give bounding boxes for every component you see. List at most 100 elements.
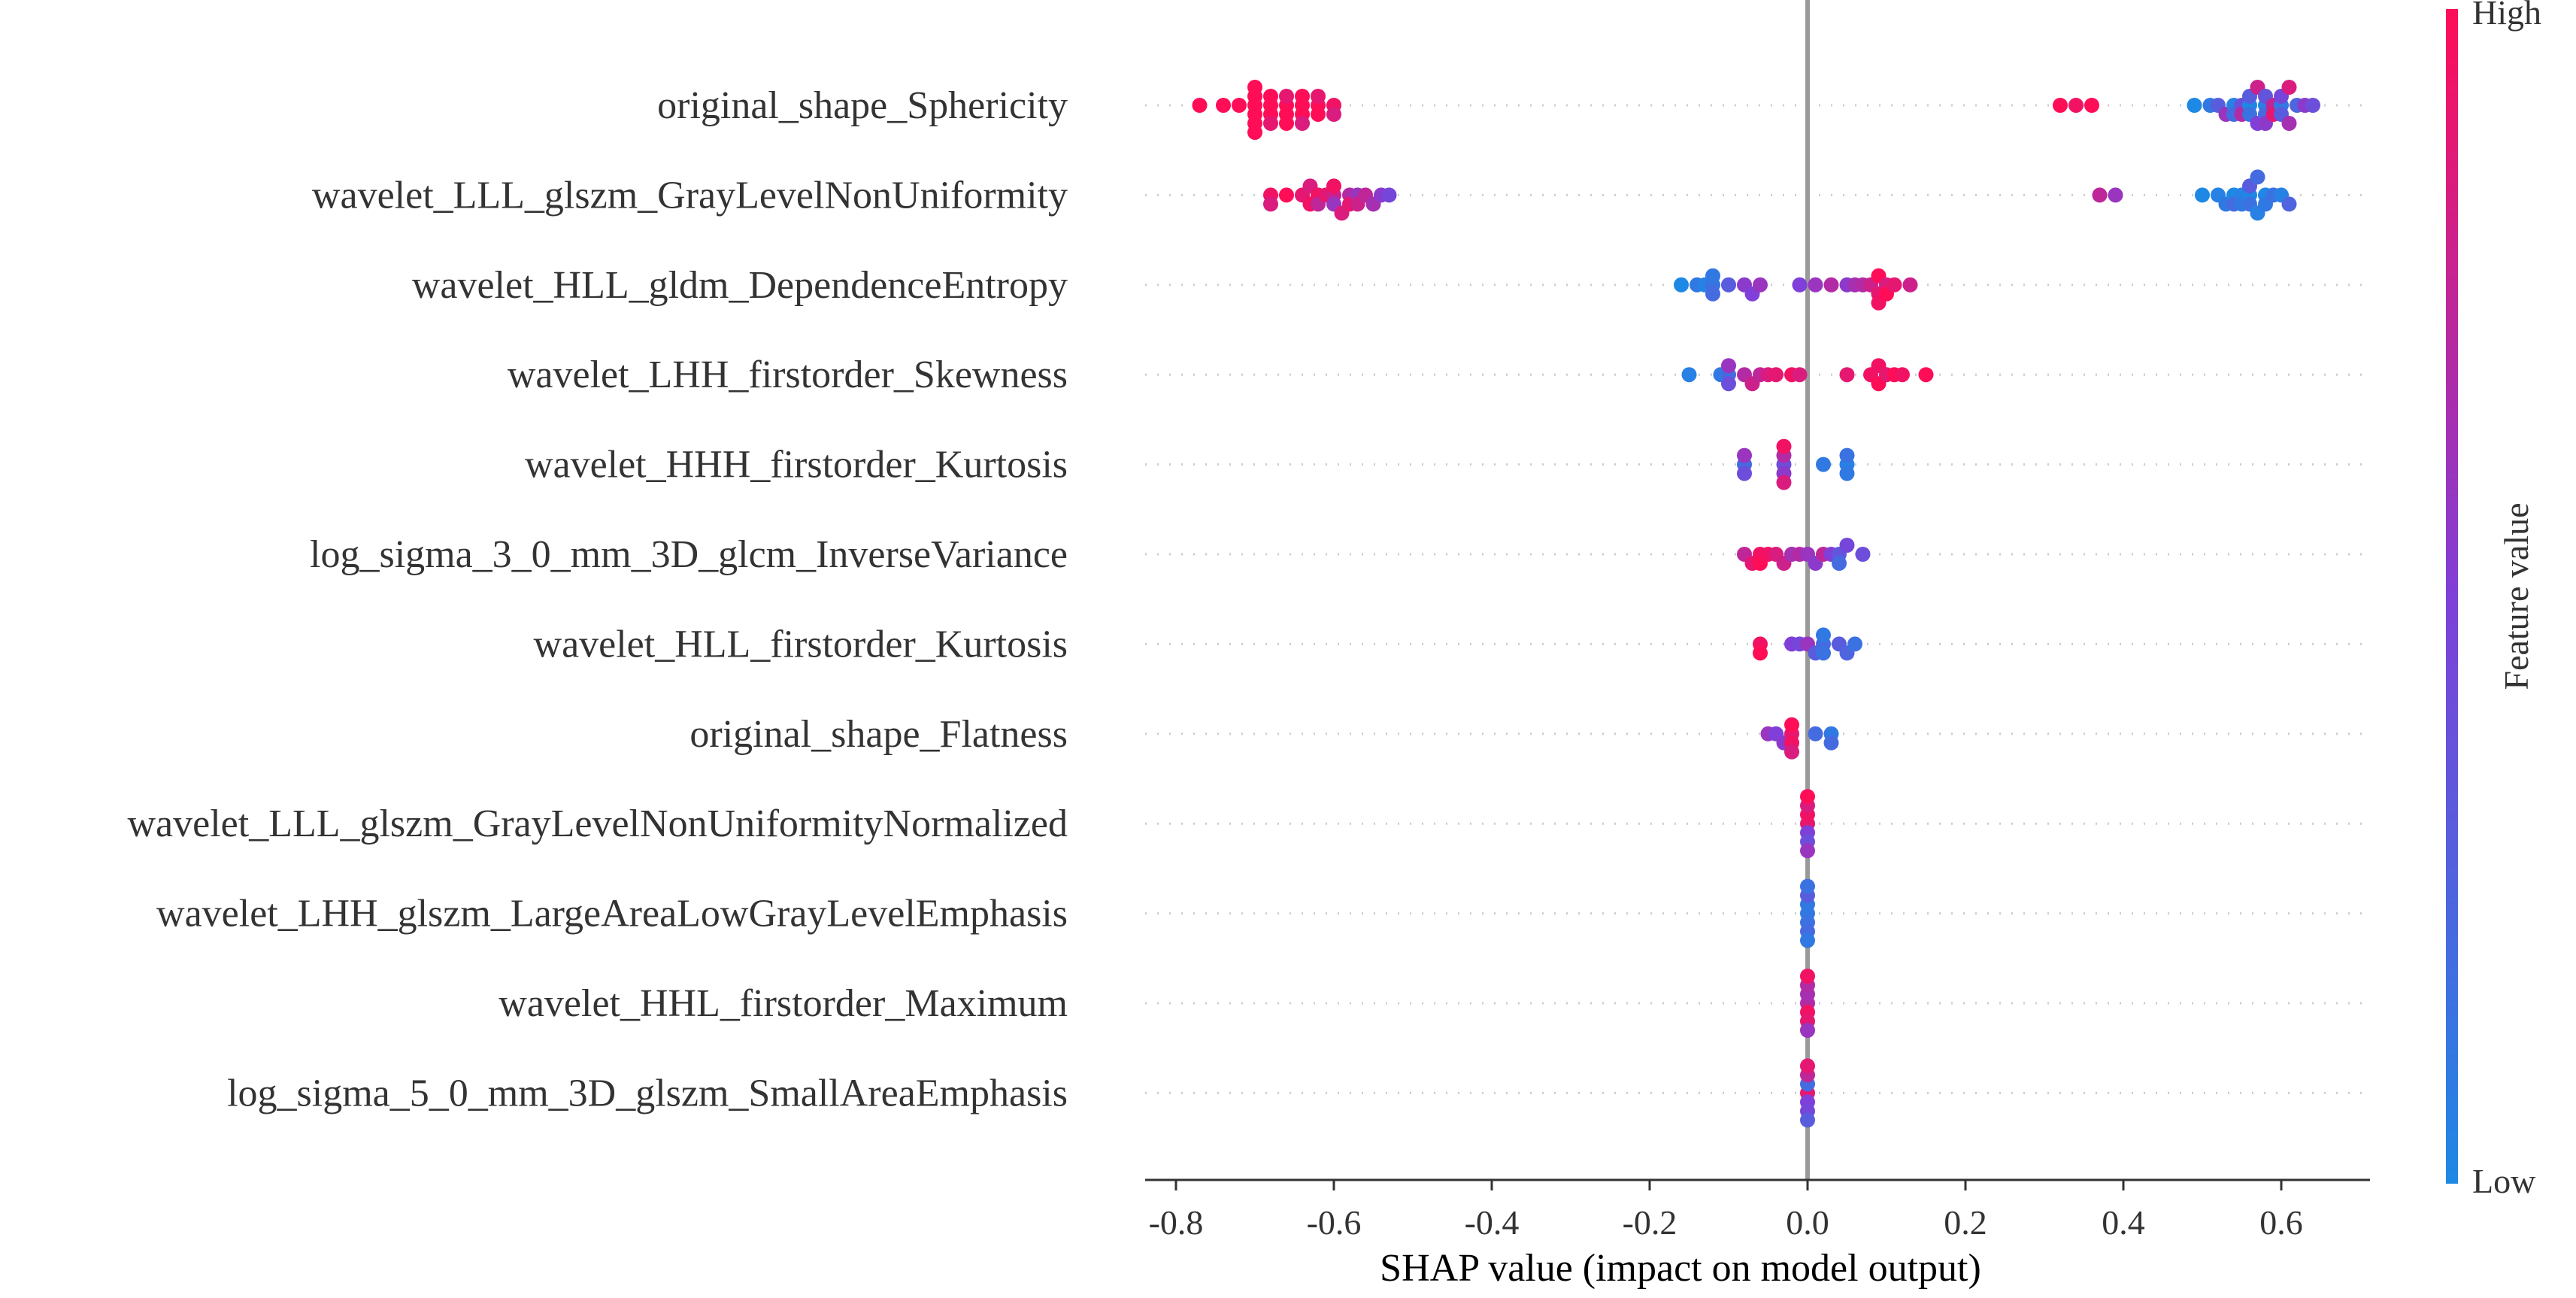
shap-point [2250, 169, 2265, 185]
shap-point [1279, 187, 1294, 203]
x-axis: -0.8 -0.6 -0.4 -0.2 0.0 0.2 0.4 0.6 [1145, 1178, 2370, 1242]
shap-point [1776, 475, 1792, 490]
shap-point [1216, 98, 1231, 113]
shap-point [1247, 80, 1262, 95]
shap-point [1326, 107, 1341, 122]
shap-point [1721, 277, 1736, 293]
feature-label: wavelet_LHH_glszm_LargeAreaLowGrayLevelE… [156, 893, 1068, 936]
colorbar-title: Feature value [2497, 502, 2535, 690]
shap-point [1705, 286, 1720, 302]
shap-point [2195, 187, 2210, 203]
row-gridlines [1145, 104, 2370, 1094]
shap-point [1768, 367, 1784, 383]
colorbar-low-label: Low [2472, 1162, 2536, 1200]
shap-point [1263, 196, 1278, 212]
shap-point [1295, 116, 1310, 131]
shap-point [1792, 277, 1808, 293]
shap-point [1263, 116, 1278, 131]
shap-point [2281, 80, 2297, 95]
shap-point [1823, 735, 1839, 751]
shap-point [1839, 447, 1855, 463]
shap-point [2053, 98, 2068, 113]
feature-label: wavelet_HLL_gldm_DependenceEntropy [412, 264, 1068, 307]
shap-point [1887, 277, 1902, 293]
shap-point [2187, 98, 2202, 113]
shap-point [1839, 466, 1855, 481]
shap-point [1263, 89, 1278, 104]
shap-point [2108, 187, 2123, 203]
x-tick-label: 0.2 [1944, 1203, 1987, 1242]
shap-point [2068, 98, 2084, 113]
shap-point [1737, 466, 1752, 481]
x-axis-title: SHAP value (impact on model output) [1380, 1247, 1981, 1290]
x-tick-label: -0.6 [1307, 1203, 1362, 1242]
feature-label: wavelet_LLL_glszm_GrayLevelNonUniformity [312, 174, 1068, 217]
beeswarm-points [1192, 80, 2320, 1128]
shap-point [1800, 933, 1815, 948]
x-tick-label: 0.4 [2102, 1203, 2145, 1242]
shap-point [1800, 1023, 1815, 1038]
shap-point [1847, 636, 1862, 652]
colorbar-gradient [2446, 9, 2458, 1184]
shap-point [2281, 196, 2297, 212]
shap-point [1737, 447, 1752, 463]
shap-point [1855, 547, 1871, 562]
shap-point [1784, 717, 1799, 732]
shap-point [1800, 1112, 1815, 1128]
shap-point [1816, 456, 1831, 472]
shap-point [1800, 1058, 1815, 1074]
shap-point [1674, 277, 1689, 293]
shap-point [1279, 116, 1294, 131]
x-tick-label: 0.0 [1786, 1203, 1829, 1242]
feature-label: wavelet_HHH_firstorder_Kurtosis [525, 444, 1068, 487]
shap-point [1279, 89, 1294, 104]
shap-point [1839, 367, 1855, 383]
shap-point [1816, 627, 1831, 643]
shap-point [1784, 744, 1799, 760]
shap-point [1721, 376, 1736, 392]
shap-point [1247, 125, 1262, 140]
shap-point [2305, 98, 2320, 113]
shap-point [1918, 367, 1934, 383]
shap-point [1776, 438, 1792, 454]
x-tick-label: -0.4 [1465, 1203, 1520, 1242]
shap-point [1902, 277, 1918, 293]
shap-point [2092, 187, 2108, 203]
x-tick-label: -0.8 [1149, 1203, 1204, 1242]
shap-point [1808, 277, 1823, 293]
shap-point [2281, 116, 2297, 131]
feature-label: wavelet_LLL_glszm_GrayLevelNonUniformity… [128, 802, 1068, 845]
shap-point [1311, 107, 1326, 122]
shap-point [1800, 843, 1815, 859]
shap-point [2084, 98, 2099, 113]
x-tick-label: 0.6 [2259, 1203, 2303, 1242]
feature-label: log_sigma_5_0_mm_3D_glszm_SmallAreaEmpha… [227, 1072, 1068, 1115]
shap-point [1232, 98, 1247, 113]
shap-point [1753, 277, 1768, 293]
shap-point [1326, 178, 1341, 194]
shap-point [1753, 645, 1768, 661]
shap-point [1295, 89, 1310, 104]
shap-point [1839, 538, 1855, 553]
shap-point [1800, 969, 1815, 984]
colorbar-high-label: High [2472, 0, 2541, 32]
shap-point [1681, 367, 1697, 383]
x-tick-label: -0.2 [1623, 1203, 1677, 1242]
shap-point [1816, 645, 1831, 661]
shap-point [1192, 98, 1208, 113]
shap-point [1823, 277, 1839, 293]
shap-point [1705, 268, 1720, 284]
shap-point [1792, 367, 1808, 383]
shap-point [1808, 726, 1823, 741]
feature-label: wavelet_HHL_firstorder_Maximum [499, 982, 1068, 1025]
shap-point [1832, 556, 1847, 571]
shap-point [1800, 789, 1815, 805]
feature-label: log_sigma_3_0_mm_3D_glcm_InverseVariance [310, 533, 1068, 576]
shap-point [1800, 878, 1815, 894]
shap-point [1381, 187, 1397, 203]
colorbar: High Low Feature value [2446, 0, 2541, 1200]
feature-label: original_shape_Flatness [689, 713, 1068, 756]
shap-point [1721, 358, 1736, 374]
